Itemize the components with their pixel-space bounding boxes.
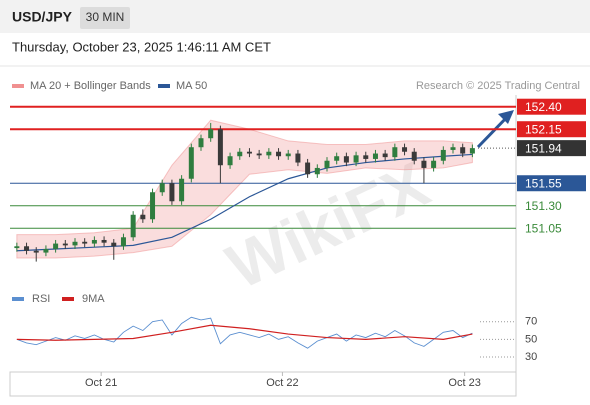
- candle-body: [82, 241, 88, 244]
- level-label: 151.30: [525, 199, 562, 213]
- candle-body: [24, 246, 30, 251]
- legend-swatch: [12, 84, 24, 88]
- legend-swatch: [62, 297, 74, 301]
- candle-body: [101, 239, 107, 243]
- candle-body: [111, 242, 117, 247]
- rsi-line: [16, 316, 473, 349]
- timestamp: Thursday, October 23, 2025 1:46:11 AM CE…: [12, 39, 271, 54]
- candle-body: [246, 151, 252, 154]
- candle-body: [421, 160, 427, 168]
- candle-body: [227, 156, 233, 166]
- candle-body: [53, 243, 59, 249]
- candle-body: [334, 156, 340, 161]
- legend-swatch: [158, 84, 170, 88]
- candle-body: [402, 147, 408, 152]
- y-tick-label: 30: [525, 351, 537, 363]
- candle-body: [33, 250, 39, 253]
- interval-button[interactable]: [80, 7, 130, 29]
- rsi-ma-line: [16, 324, 473, 341]
- candle-body: [460, 147, 466, 154]
- level-label: 152.40: [525, 100, 562, 114]
- x-axis-box: [9, 371, 517, 397]
- x-tick-label: Oct 23: [448, 377, 480, 389]
- level-label: 151.55: [525, 176, 562, 190]
- candle-body: [343, 156, 349, 163]
- legend-label: 9MA: [82, 293, 105, 305]
- candle-body: [324, 160, 330, 168]
- x-tick-label: Oct 21: [85, 377, 117, 389]
- candle-body: [266, 151, 272, 156]
- candle-body: [411, 151, 417, 161]
- candle-body: [198, 138, 204, 148]
- x-tick-label: Oct 22: [266, 377, 298, 389]
- candle-body: [237, 151, 243, 157]
- level-label: 151.05: [525, 221, 562, 235]
- level-label: 151.94: [525, 141, 562, 155]
- candle-body: [295, 153, 301, 163]
- candle-body: [353, 155, 359, 163]
- candle-body: [150, 192, 156, 220]
- level-tag: [517, 140, 586, 157]
- candle-body: [314, 167, 320, 175]
- candle-body: [276, 151, 282, 157]
- candle-body: [62, 243, 68, 246]
- candle-body: [188, 147, 194, 179]
- legend-label: MA 20 + Bollinger Bands: [30, 80, 151, 92]
- candle-body: [305, 162, 311, 175]
- y-tick-label: 70: [525, 316, 537, 328]
- candle-body: [217, 129, 223, 166]
- level-tag: [517, 121, 586, 138]
- candle-body: [469, 148, 475, 154]
- candle-body: [431, 160, 437, 168]
- bollinger-band: [16, 119, 473, 259]
- candle-body: [392, 147, 398, 158]
- candle-body: [43, 248, 49, 253]
- candle-body: [208, 129, 214, 139]
- legend-label: RSI: [32, 293, 50, 305]
- forecast-arrowhead: [498, 110, 514, 124]
- interval[interactable]: 30 MIN: [86, 10, 125, 24]
- candle-body: [140, 214, 146, 220]
- level-tag: [517, 175, 586, 192]
- candle-body: [256, 153, 262, 156]
- candle-body: [285, 153, 291, 157]
- y-tick-label: 50: [525, 333, 537, 345]
- level-tag: [517, 98, 586, 115]
- candle-body: [372, 153, 378, 159]
- candle-body: [14, 246, 20, 249]
- level-label: 152.15: [525, 122, 562, 136]
- legend-swatch: [12, 297, 24, 301]
- candle-body: [159, 183, 165, 193]
- candle-body: [72, 241, 78, 246]
- candle-body: [130, 214, 136, 238]
- candle-body: [120, 237, 126, 247]
- candle-body: [382, 153, 388, 158]
- candle-body: [169, 183, 175, 202]
- candle-body: [91, 239, 97, 244]
- candle-body: [363, 155, 369, 159]
- candle-body: [450, 147, 456, 150]
- candle-body: [179, 178, 185, 202]
- source: Research © 2025 Trading Central: [416, 80, 580, 92]
- symbol: USD/JPY: [12, 9, 73, 25]
- legend-label: MA 50: [176, 80, 207, 92]
- candle-body: [440, 149, 446, 161]
